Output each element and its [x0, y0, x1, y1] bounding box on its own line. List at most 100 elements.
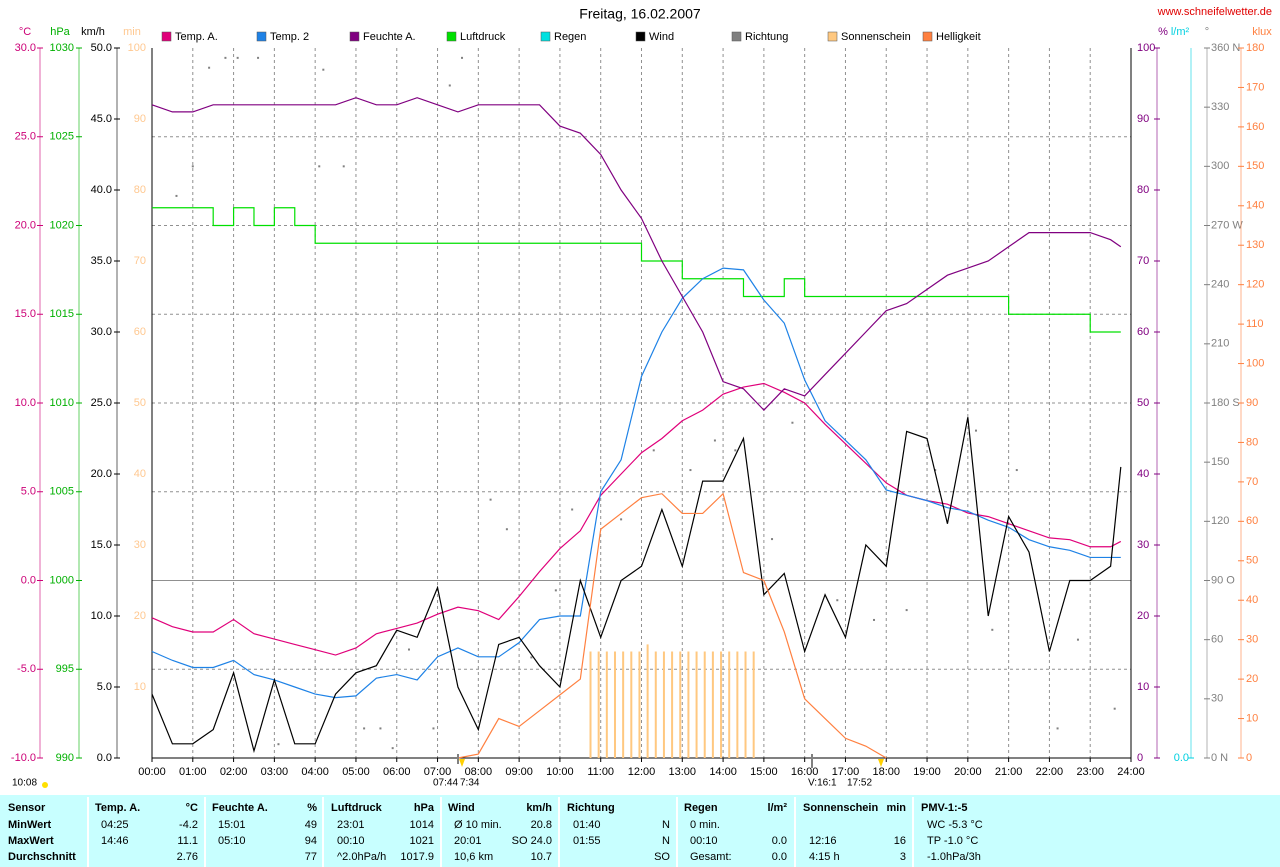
direction-dot — [554, 589, 557, 592]
direction-dot — [530, 656, 533, 659]
x-tick-label: 17:00 — [832, 766, 860, 778]
legend-label: Luftdruck — [460, 31, 506, 43]
y-tick-label: 110 — [1246, 318, 1264, 330]
y-tick-label: 180 S — [1211, 397, 1240, 409]
direction-dot — [1056, 727, 1059, 730]
table-cell: -4.2 — [179, 819, 198, 831]
table-cell: 77 — [305, 851, 317, 863]
legend-swatch — [256, 31, 267, 42]
y-tick-label: 270 W — [1211, 219, 1243, 231]
table-cell: 12:16 — [809, 835, 837, 847]
direction-dot — [236, 56, 239, 59]
sunshine-bar — [646, 644, 649, 758]
table-cell: 01:40 — [573, 819, 601, 831]
y-tick-label: 30 — [1246, 634, 1258, 646]
y-tick-label: 60 — [1137, 326, 1149, 338]
table-cell: 2.76 — [177, 851, 198, 863]
sunshine-bar — [654, 651, 657, 758]
annotation: 07:44 — [433, 778, 458, 789]
table-cell: 0 min. — [690, 819, 720, 831]
y-tick-label: 20 — [1137, 610, 1149, 622]
y-tick-label: 120 — [1211, 515, 1229, 527]
legend-label: Helligkeit — [936, 31, 981, 43]
y-tick-label: 5.0 — [21, 486, 36, 498]
legend-swatch — [827, 31, 838, 42]
series-line — [151, 382, 1122, 656]
y-tick-label: 1000 — [50, 574, 74, 586]
table-cell: min — [886, 802, 906, 814]
y-tick-label: 1020 — [50, 219, 74, 231]
direction-dot — [342, 165, 345, 168]
x-tick-label: 00:00 — [138, 766, 166, 778]
x-tick-label: 24:00 — [1117, 766, 1145, 778]
direction-dot — [277, 743, 280, 746]
sunshine-bar — [752, 651, 755, 758]
direction-dot — [652, 449, 655, 452]
x-tick-label: 04:00 — [301, 766, 329, 778]
sunshine-bar — [589, 651, 592, 758]
y-tick-label: 20 — [1246, 673, 1258, 685]
x-tick-label: 12:00 — [628, 766, 656, 778]
direction-dot — [208, 66, 211, 69]
legend-swatch — [161, 31, 172, 42]
y-tick-label: 1025 — [50, 131, 74, 143]
annotation: 17:52 — [847, 778, 872, 789]
x-tick-label: 09:00 — [505, 766, 533, 778]
y-tick-label: 1010 — [50, 397, 74, 409]
direction-dot — [505, 528, 508, 531]
direction-dot — [734, 449, 737, 452]
table-cell: 10.7 — [531, 851, 552, 863]
direction-dot — [175, 194, 178, 197]
table-cell: Richtung — [567, 802, 615, 814]
sun-marker — [459, 759, 465, 767]
table-cell: 20:01 — [454, 835, 482, 847]
sunshine-bar — [728, 651, 731, 758]
y-tick-label: 160 — [1246, 121, 1264, 133]
table-cell: Wind — [448, 802, 475, 814]
y-tick-label: 0.0 — [21, 574, 36, 586]
y-tick-label: 60 — [1246, 515, 1258, 527]
x-tick-label: 06:00 — [383, 766, 411, 778]
table-cell: Ø 10 min. — [454, 819, 502, 831]
direction-dot — [991, 628, 994, 631]
table-cell: Feuchte A. — [212, 802, 268, 814]
y-tick-label: 70 — [1246, 476, 1258, 488]
y-tick-label: 60 — [1211, 634, 1223, 646]
y-tick-label: 90 — [1246, 397, 1258, 409]
legend-label: Temp. 2 — [270, 31, 309, 43]
y-tick-label: 30.0 — [15, 42, 36, 54]
y-tick-label: 140 — [1246, 200, 1264, 212]
y-tick-label: 30 — [134, 539, 146, 551]
y-tick-label: 1030 — [50, 42, 74, 54]
x-tick-label: 13:00 — [669, 766, 697, 778]
sunshine-bar — [638, 651, 641, 758]
y-tick-label: 15.0 — [91, 539, 112, 551]
table-cell: Durchschnitt — [8, 851, 76, 863]
direction-dot — [1113, 707, 1116, 710]
y-tick-label: 180 — [1246, 42, 1264, 54]
direction-dot — [1076, 638, 1079, 641]
table-cell: -1.0hPa/3h — [927, 851, 981, 863]
direction-dot — [836, 599, 839, 602]
y-tick-label: 70 — [1137, 255, 1149, 267]
axis-title: klux — [1252, 26, 1272, 38]
y-tick-label: 30 — [1137, 539, 1149, 551]
y-tick-label: 0.0 — [97, 752, 112, 764]
sunshine-bar — [630, 651, 633, 758]
y-tick-label: 90 — [134, 113, 146, 125]
y-tick-label: 300 — [1211, 160, 1229, 172]
direction-dot — [571, 508, 574, 511]
sunshine-bar — [720, 651, 723, 758]
table-cell: Sonnenschein — [803, 802, 878, 814]
legend-label: Wind — [649, 31, 674, 43]
y-tick-label: -5.0 — [17, 663, 36, 675]
table-cell: 1017.9 — [400, 851, 434, 863]
table-cell: hPa — [414, 802, 435, 814]
series-line — [152, 207, 1121, 333]
sunshine-bar — [687, 651, 690, 758]
direction-dot — [257, 56, 260, 59]
y-tick-label: 40 — [1137, 468, 1149, 480]
x-tick-label: 15:00 — [750, 766, 778, 778]
axis-title: km/h — [81, 26, 105, 38]
direction-dot — [489, 498, 492, 501]
